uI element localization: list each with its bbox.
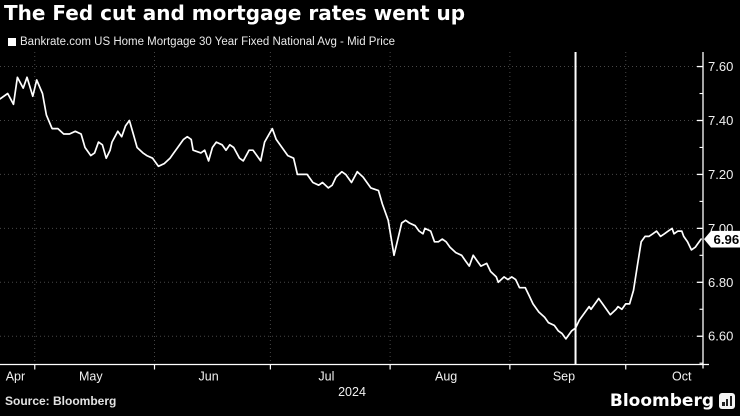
year-label: 2024 [338,385,366,399]
month-label: Aug [435,370,457,384]
month-label: May [79,370,103,384]
month-label: Jun [199,370,219,384]
source-note: Source: Bloomberg [5,394,117,408]
month-gridlines [34,52,627,370]
chart-title: The Fed cut and mortgage rates went up [4,1,466,25]
legend-series-label: Bankrate.com US Home Mortgage 30 Year Fi… [20,36,395,48]
month-label: Oct [672,370,692,384]
mortgage-rate-line [0,76,702,340]
last-price-label: 6.96 [714,232,740,247]
legend-series-marker-icon [8,38,16,46]
last-price-badge: 6.96 [704,230,740,248]
y-axis-tick-label: 7.20 [708,167,733,182]
y-axis-tick-label: 7.40 [708,113,733,128]
y-axis-tick-label: 6.60 [708,329,733,344]
axes [0,52,709,369]
y-axis-tick-label: 7.60 [708,59,733,74]
month-label: Apr [6,370,25,384]
legend: Bankrate.com US Home Mortgage 30 Year Fi… [8,36,395,48]
y-axis-tick-label: 6.80 [708,275,733,290]
x-axis-labels: Apr May Jun Jul Aug Sep Oct 2024 [6,370,692,400]
value-gridlines: 7.607.407.207.006.806.60 [0,59,733,364]
bloomberg-logo: Bloomberg [610,391,735,411]
month-label: Jul [318,370,334,384]
month-label: Sep [553,370,575,384]
bloomberg-wordmark: Bloomberg [609,391,714,411]
bloomberg-chart-app-icon [719,393,735,409]
